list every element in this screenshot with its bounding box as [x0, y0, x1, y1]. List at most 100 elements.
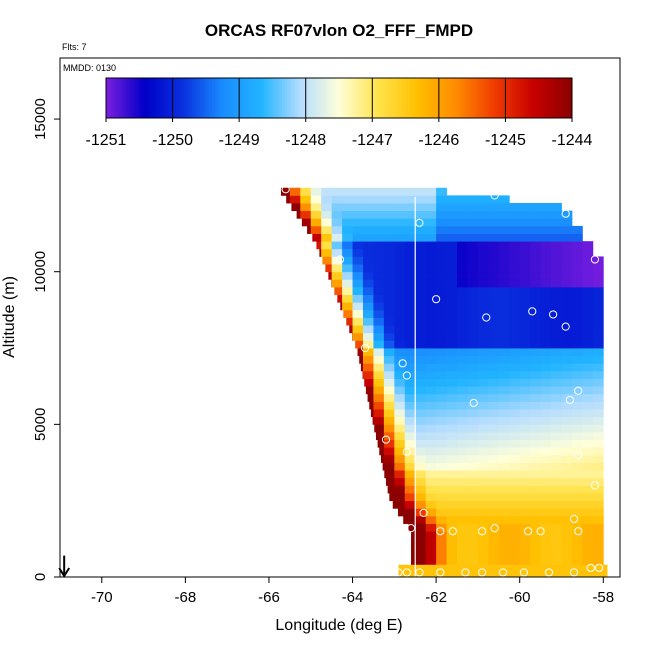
heatmap-cell	[571, 340, 583, 349]
heatmap-cell	[352, 279, 364, 288]
heatmap-cell	[509, 386, 521, 395]
heatmap-cell	[334, 286, 343, 295]
heatmap-cell	[488, 248, 500, 257]
heatmap-cell	[404, 439, 416, 448]
colorbar-segment	[463, 78, 467, 118]
heatmap-cell	[404, 363, 416, 372]
heatmap-cell	[571, 271, 583, 280]
heatmap-cell	[582, 462, 594, 471]
heatmap-cell	[571, 538, 583, 547]
colorbar-segment	[137, 78, 141, 118]
heatmap-cell	[352, 233, 364, 242]
heatmap-cell	[467, 515, 479, 524]
heatmap-cell	[362, 332, 374, 341]
heatmap-cell	[383, 378, 395, 387]
heatmap-cell	[383, 416, 395, 425]
heatmap-cell	[342, 271, 353, 280]
heatmap-cell	[457, 409, 468, 418]
heatmap-cell	[291, 203, 301, 212]
heatmap-cell	[592, 454, 604, 463]
heatmap-cell	[509, 493, 521, 502]
heatmap-cell	[477, 317, 489, 326]
heatmap-cell	[530, 286, 541, 295]
heatmap-cell	[446, 218, 458, 227]
y-tick-label: 15000	[32, 98, 49, 140]
heatmap-cell	[355, 340, 364, 349]
colorbar-segment	[131, 78, 135, 118]
heatmap-cell	[551, 218, 562, 227]
heatmap-cell	[592, 424, 604, 433]
heatmap-cell	[498, 470, 510, 479]
heatmap-cell	[477, 195, 489, 204]
heatmap-cell	[446, 302, 458, 311]
heatmap-cell	[425, 286, 437, 295]
heatmap-cell	[477, 340, 489, 349]
heatmap-cell	[446, 248, 458, 257]
heatmap-cell	[488, 378, 500, 387]
heatmap-cell	[540, 454, 552, 463]
heatmap-cell	[394, 370, 406, 379]
data-point-marker	[574, 450, 583, 459]
heatmap-cell	[519, 538, 531, 547]
heatmap-cell	[561, 210, 573, 219]
heatmap-cell	[530, 363, 541, 372]
heatmap-cell	[530, 531, 541, 540]
heatmap-cell	[571, 439, 583, 448]
data-point-marker	[394, 568, 403, 577]
heatmap-cell	[415, 508, 427, 517]
heatmap-cell	[592, 470, 604, 479]
heatmap-cell	[415, 523, 427, 532]
colorbar-segment	[385, 78, 389, 118]
heatmap-cell	[477, 515, 489, 524]
heatmap-cell	[310, 210, 322, 219]
heatmap-cell	[467, 233, 479, 242]
heatmap-cell	[477, 279, 489, 288]
heatmap-cell	[530, 515, 541, 524]
heatmap-cell	[592, 416, 604, 425]
heatmap-cell	[519, 508, 531, 517]
heatmap-cell	[519, 302, 531, 311]
heatmap-cell	[477, 203, 489, 212]
heatmap-cell	[551, 393, 562, 402]
data-point-marker	[402, 447, 411, 456]
heatmap-cell	[404, 203, 416, 212]
heatmap-cell	[467, 225, 479, 234]
heatmap-cell	[331, 225, 343, 234]
heatmap-cell	[425, 470, 437, 479]
heatmap-cell	[425, 325, 437, 334]
colorbar-segment	[375, 78, 379, 118]
heatmap-cell	[436, 340, 447, 349]
heatmap-cell	[509, 309, 521, 318]
heatmap-cell	[561, 302, 573, 311]
data-point-marker	[415, 218, 424, 227]
heatmap-cell	[509, 477, 521, 486]
heatmap-cell	[467, 523, 479, 532]
direction-arrow	[58, 555, 71, 578]
data-point-marker	[469, 398, 478, 408]
heatmap-cell	[352, 248, 364, 257]
heatmap-cell	[425, 271, 437, 280]
heatmap-cell	[394, 355, 406, 364]
heatmap-cell	[467, 241, 479, 250]
colorbar-segment	[569, 78, 573, 118]
heatmap-cell	[457, 317, 468, 326]
heatmap-cell	[519, 447, 531, 456]
colorbar-segment	[129, 78, 133, 118]
heatmap-cell	[488, 370, 500, 379]
heatmap-cell	[425, 348, 437, 357]
heatmap-cell	[582, 477, 594, 486]
heatmap-cell	[457, 286, 468, 295]
heatmap-cell	[540, 462, 552, 471]
heatmap-cell	[509, 508, 521, 517]
heatmap-cell	[436, 538, 447, 547]
colorbar-segment	[248, 78, 252, 118]
heatmap-cell	[404, 386, 416, 395]
heatmap-cell	[457, 462, 468, 471]
heatmap-cell	[369, 401, 374, 410]
heatmap-cell	[530, 424, 541, 433]
heatmap-cell	[316, 241, 322, 250]
heatmap-cell	[394, 264, 406, 273]
colorbar-segment	[439, 78, 443, 118]
heatmap-cell	[571, 431, 583, 441]
heatmap-cell	[425, 515, 437, 524]
